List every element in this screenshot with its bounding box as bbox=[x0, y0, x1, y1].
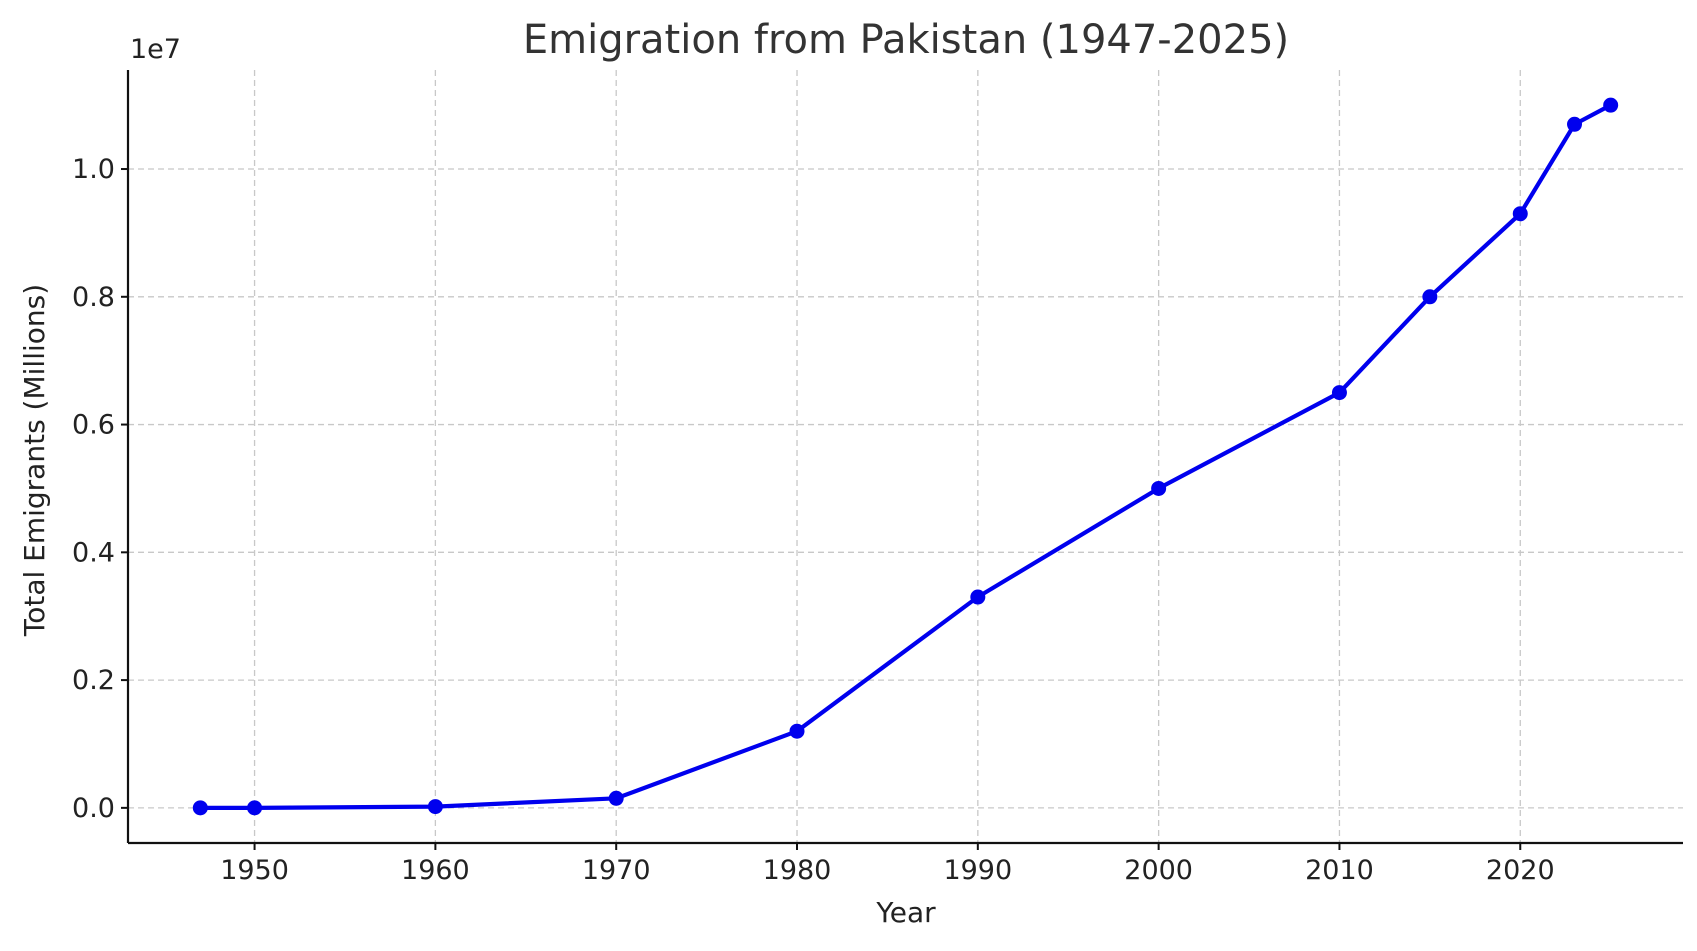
data-point-marker bbox=[789, 723, 805, 739]
y-tick-label: 0.2 bbox=[72, 665, 115, 696]
data-point-marker bbox=[1567, 116, 1583, 132]
x-tick-label: 1990 bbox=[943, 855, 1012, 886]
series bbox=[192, 97, 1619, 816]
y-tick-label: 0.0 bbox=[72, 793, 115, 824]
axes bbox=[126, 70, 1683, 845]
x-tick-label: 1960 bbox=[401, 855, 470, 886]
chart-title: Emigration from Pakistan (1947-2025) bbox=[523, 17, 1289, 63]
x-axis-label: Year bbox=[875, 896, 936, 929]
data-point-marker bbox=[247, 800, 263, 816]
y-axis-offset-label: 1e7 bbox=[130, 34, 181, 65]
series-line bbox=[198, 102, 1613, 811]
y-tick-label: 0.6 bbox=[72, 410, 115, 441]
ticks: 1950 1960 1970 1980 1990 2000 2010 2020 0.0 0.2 0.… bbox=[72, 154, 1555, 886]
y-axis-label: Total Emigrants (Millions) bbox=[18, 284, 51, 637]
data-point-marker bbox=[1512, 206, 1528, 222]
data-point-marker bbox=[1151, 480, 1167, 496]
data-point-marker bbox=[1603, 97, 1619, 113]
data-point-marker bbox=[192, 800, 208, 816]
data-point-marker bbox=[970, 589, 986, 605]
x-tick-label: 2020 bbox=[1486, 855, 1555, 886]
data-point-marker bbox=[427, 799, 443, 815]
y-tick-label: 1.0 bbox=[72, 154, 115, 185]
y-tick-label: 0.4 bbox=[72, 537, 115, 568]
y-tick-label: 0.8 bbox=[72, 282, 115, 313]
x-tick-label: 1970 bbox=[582, 855, 651, 886]
data-point-marker bbox=[1422, 289, 1438, 305]
data-point-marker bbox=[608, 790, 624, 806]
data-point-marker bbox=[1331, 385, 1347, 401]
grid bbox=[128, 70, 1683, 843]
x-tick-label: 2000 bbox=[1124, 855, 1193, 886]
x-tick-label: 1950 bbox=[220, 855, 289, 886]
x-tick-label: 2010 bbox=[1305, 855, 1374, 886]
x-tick-label: 1980 bbox=[763, 855, 832, 886]
